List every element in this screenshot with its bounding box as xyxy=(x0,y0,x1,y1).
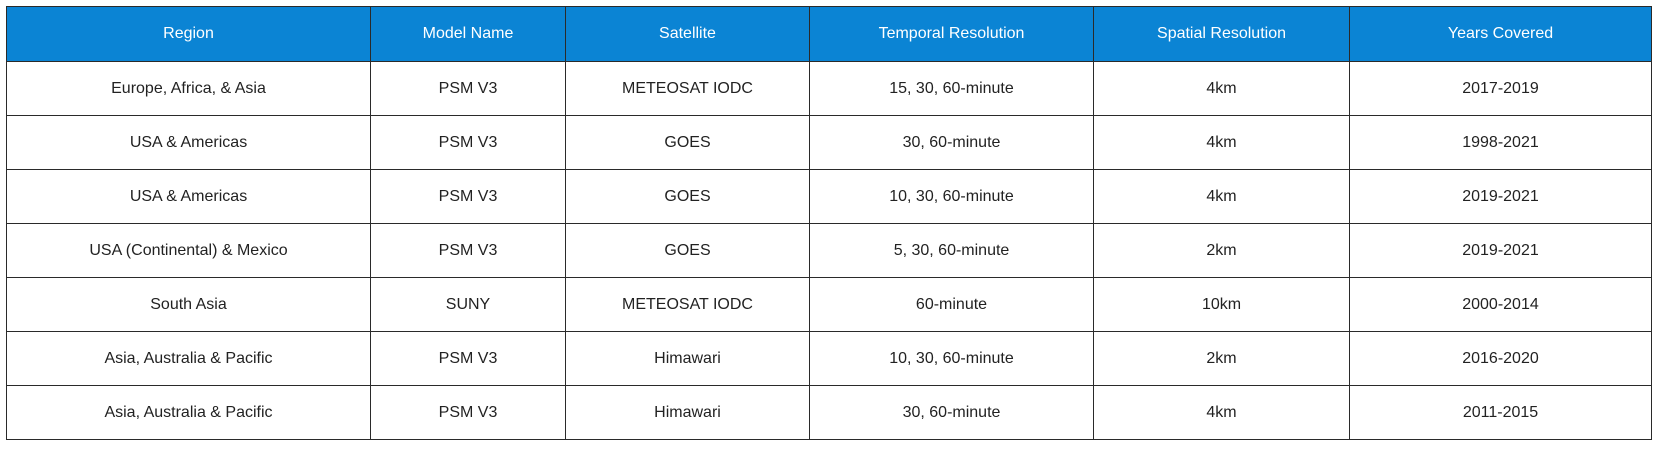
table-row: Asia, Australia & Pacific PSM V3 Himawar… xyxy=(6,385,1652,440)
header-row: Region Model Name Satellite Temporal Res… xyxy=(6,6,1652,62)
cell-model-name: SUNY xyxy=(370,277,566,332)
cell-temporal-resolution: 15, 30, 60-minute xyxy=(809,61,1094,116)
cell-temporal-resolution: 10, 30, 60-minute xyxy=(809,169,1094,224)
cell-model-name: PSM V3 xyxy=(370,115,566,170)
cell-model-name: PSM V3 xyxy=(370,61,566,116)
cell-spatial-resolution: 2km xyxy=(1093,331,1350,386)
cell-region: Europe, Africa, & Asia xyxy=(6,61,371,116)
column-header-temporal-resolution: Temporal Resolution xyxy=(809,6,1094,62)
cell-region: Asia, Australia & Pacific xyxy=(6,385,371,440)
column-header-spatial-resolution: Spatial Resolution xyxy=(1093,6,1350,62)
cell-model-name: PSM V3 xyxy=(370,169,566,224)
cell-spatial-resolution: 2km xyxy=(1093,223,1350,278)
cell-model-name: PSM V3 xyxy=(370,223,566,278)
table-row: USA & Americas PSM V3 GOES 10, 30, 60-mi… xyxy=(6,169,1652,224)
cell-satellite: METEOSAT IODC xyxy=(565,277,810,332)
cell-satellite: METEOSAT IODC xyxy=(565,61,810,116)
cell-spatial-resolution: 10km xyxy=(1093,277,1350,332)
cell-region: South Asia xyxy=(6,277,371,332)
cell-years-covered: 2019-2021 xyxy=(1349,169,1652,224)
cell-years-covered: 2011-2015 xyxy=(1349,385,1652,440)
column-header-region: Region xyxy=(6,6,371,62)
table-row: Asia, Australia & Pacific PSM V3 Himawar… xyxy=(6,331,1652,386)
data-table-container: Region Model Name Satellite Temporal Res… xyxy=(6,6,1652,440)
table-row: USA (Continental) & Mexico PSM V3 GOES 5… xyxy=(6,223,1652,278)
cell-spatial-resolution: 4km xyxy=(1093,61,1350,116)
cell-years-covered: 2017-2019 xyxy=(1349,61,1652,116)
cell-years-covered: 2016-2020 xyxy=(1349,331,1652,386)
cell-region: USA & Americas xyxy=(6,169,371,224)
solar-dataset-table: Region Model Name Satellite Temporal Res… xyxy=(6,6,1652,440)
cell-region: Asia, Australia & Pacific xyxy=(6,331,371,386)
table-row: Europe, Africa, & Asia PSM V3 METEOSAT I… xyxy=(6,61,1652,116)
cell-model-name: PSM V3 xyxy=(370,385,566,440)
cell-model-name: PSM V3 xyxy=(370,331,566,386)
cell-temporal-resolution: 30, 60-minute xyxy=(809,115,1094,170)
cell-spatial-resolution: 4km xyxy=(1093,169,1350,224)
cell-temporal-resolution: 5, 30, 60-minute xyxy=(809,223,1094,278)
cell-satellite: GOES xyxy=(565,115,810,170)
cell-years-covered: 1998-2021 xyxy=(1349,115,1652,170)
table-row: South Asia SUNY METEOSAT IODC 60-minute … xyxy=(6,277,1652,332)
cell-spatial-resolution: 4km xyxy=(1093,115,1350,170)
cell-years-covered: 2000-2014 xyxy=(1349,277,1652,332)
column-header-model-name: Model Name xyxy=(370,6,566,62)
cell-satellite: GOES xyxy=(565,169,810,224)
column-header-years-covered: Years Covered xyxy=(1349,6,1652,62)
cell-temporal-resolution: 60-minute xyxy=(809,277,1094,332)
cell-region: USA (Continental) & Mexico xyxy=(6,223,371,278)
cell-temporal-resolution: 10, 30, 60-minute xyxy=(809,331,1094,386)
cell-region: USA & Americas xyxy=(6,115,371,170)
cell-temporal-resolution: 30, 60-minute xyxy=(809,385,1094,440)
table-body: Europe, Africa, & Asia PSM V3 METEOSAT I… xyxy=(6,61,1652,440)
cell-satellite: GOES xyxy=(565,223,810,278)
cell-satellite: Himawari xyxy=(565,385,810,440)
cell-spatial-resolution: 4km xyxy=(1093,385,1350,440)
cell-satellite: Himawari xyxy=(565,331,810,386)
cell-years-covered: 2019-2021 xyxy=(1349,223,1652,278)
column-header-satellite: Satellite xyxy=(565,6,810,62)
table-header: Region Model Name Satellite Temporal Res… xyxy=(6,6,1652,62)
table-row: USA & Americas PSM V3 GOES 30, 60-minute… xyxy=(6,115,1652,170)
